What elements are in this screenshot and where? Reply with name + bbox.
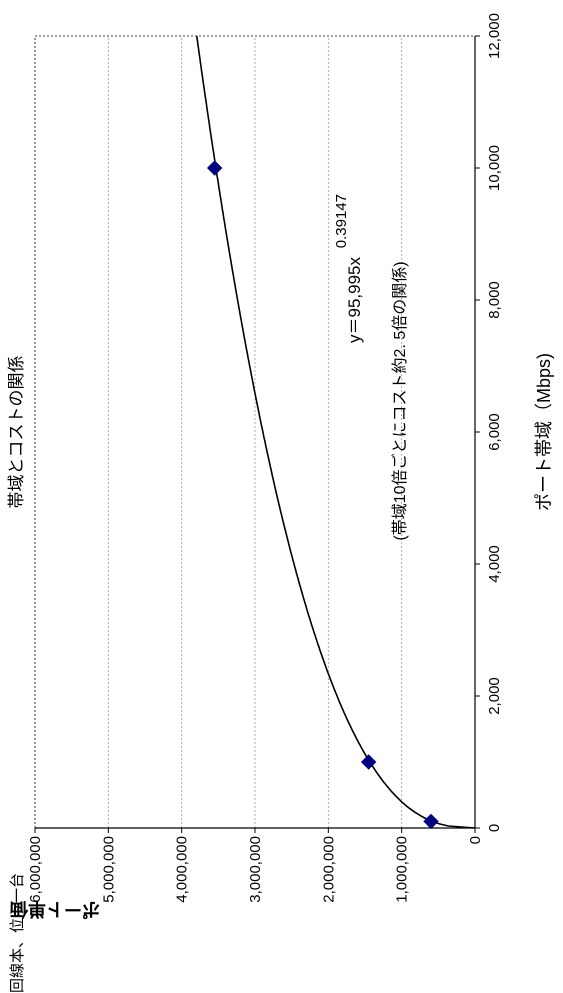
ratio-note: (帯域10倍ごとにコスト約2. 5倍の関係) (391, 261, 409, 540)
data-point-marker (423, 813, 439, 830)
equation-base: y＝95,995x (345, 257, 364, 343)
y-tick-label: 0 (467, 836, 484, 844)
x-tick-label: 4,000 (486, 545, 503, 583)
x-tick-label: 8,000 (486, 281, 503, 319)
chart-title: 帯域とコストの関係 (7, 356, 26, 509)
y-tick-label: 5,000,000 (100, 836, 117, 903)
y-tick-label: 1,000,000 (394, 836, 411, 903)
y-tick-label: 6,000,000 (27, 836, 44, 903)
axes (34, 35, 480, 833)
x-tick-label: 10,000 (486, 145, 503, 191)
data-point-marker (360, 754, 377, 770)
gridlines (107, 36, 403, 828)
y-tick-label: 3,000,000 (247, 836, 264, 903)
footer-text: 回線本、位う一台 (9, 873, 26, 993)
y-tick-label: 2,000,000 (320, 836, 337, 903)
x-tick-label: 6,000 (486, 413, 503, 451)
data-points (206, 160, 439, 830)
x-tick-label: 0 (486, 824, 503, 832)
data-point-marker (206, 160, 223, 176)
equation-annotation: y＝95,995x 0.39147 (333, 194, 364, 343)
y-axis-label: ポート単価（円） (0, 899, 100, 920)
x-tick-labels: 0 2,000 4,000 6,000 8,000 10,000 12,000 (486, 13, 503, 832)
x-tick-label: 2,000 (486, 677, 503, 715)
y-tick-label: 4,000,000 (174, 836, 191, 903)
y-tick-labels: 0 1,000,000 2,000,000 3,000,000 4,000,000 5,0… (27, 836, 484, 903)
equation-exponent: 0.39147 (333, 194, 350, 248)
x-tick-label: 12,000 (486, 13, 503, 59)
trendline (196, 35, 476, 829)
x-axis-label: ポート帯域（Mbps) (534, 353, 554, 511)
